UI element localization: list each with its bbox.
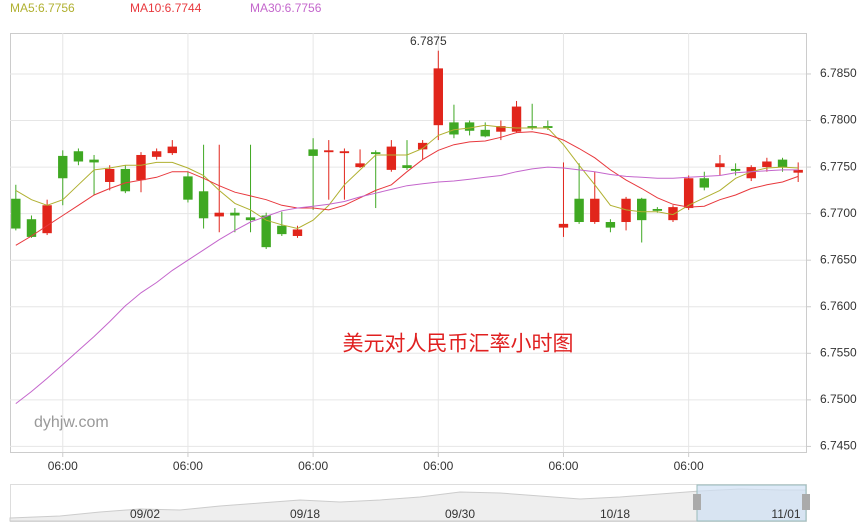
candle-body (371, 152, 381, 155)
candle-body (730, 168, 741, 171)
candle-body (449, 122, 459, 135)
candle-body (355, 163, 365, 168)
legend-entry: MA10:6.7744 (130, 1, 202, 15)
candle-body (511, 106, 522, 132)
candle-body (89, 159, 99, 163)
candle-body (198, 191, 209, 219)
candle-body (496, 126, 506, 132)
candle-body (637, 198, 647, 221)
y-tick-label: 6.7650 (820, 252, 857, 266)
candle-body (167, 146, 177, 154)
candle-body (73, 151, 84, 162)
legend-entry: MA5:6.7756 (10, 1, 75, 15)
navigator-label: 09/30 (445, 507, 475, 521)
candle-body (183, 176, 193, 200)
candle-body (245, 217, 256, 221)
candle-body (402, 165, 412, 169)
site-watermark: dyhjw.com (34, 414, 109, 431)
candle-body (214, 212, 224, 217)
candle-body (417, 142, 428, 150)
y-tick-label: 6.7700 (820, 206, 857, 220)
candle-body (683, 178, 694, 209)
ma-line (15, 124, 799, 230)
navigator-label: 09/02 (130, 507, 160, 521)
x-tick-label: 06:00 (173, 459, 203, 473)
ma-line (15, 131, 799, 246)
candle-body (543, 126, 553, 128)
candle-body (151, 151, 162, 157)
candle-body (668, 207, 678, 221)
navigator-selection[interactable] (696, 484, 807, 522)
x-tick-label: 06:00 (674, 459, 704, 473)
candle-body (308, 149, 318, 156)
watermark: 美元对人民币汇率小时图 (343, 333, 574, 356)
y-tick-label: 6.7800 (820, 113, 857, 127)
y-tick-label: 6.7750 (820, 159, 857, 173)
candle-body (261, 215, 271, 248)
plot-frame (10, 33, 807, 453)
candle-body (793, 169, 803, 173)
navigator[interactable] (9, 484, 810, 522)
navigator-handle[interactable] (802, 494, 810, 510)
navigator-label: 09/18 (290, 507, 320, 521)
candle-body (105, 168, 115, 182)
x-tick-label: 06:00 (423, 459, 453, 473)
candle-body (324, 150, 334, 153)
legend-entry: MA30:6.7756 (250, 1, 322, 15)
candle-body (605, 222, 616, 228)
x-tick-label: 06:00 (48, 459, 78, 473)
candle-body (464, 122, 475, 131)
y-tick-label: 6.7500 (820, 392, 857, 406)
candle-body (230, 212, 240, 216)
y-tick-label: 6.7850 (820, 66, 857, 80)
navigator-handle[interactable] (693, 494, 701, 510)
candle-body (777, 159, 788, 168)
candle-body (699, 178, 709, 188)
ma-line (15, 166, 799, 404)
y-tick-label: 6.7550 (820, 345, 857, 359)
candle-body (527, 126, 537, 128)
candle-body (58, 155, 68, 179)
candle-body (574, 198, 584, 223)
candle-body (762, 161, 772, 168)
x-tick-label: 06:00 (548, 459, 578, 473)
candle-body (433, 68, 443, 126)
candle-body (42, 205, 52, 234)
candle-body (652, 208, 663, 211)
y-tick-label: 6.7600 (820, 299, 857, 313)
candle-body (590, 198, 600, 223)
candle-body (26, 219, 37, 237)
candle-body (292, 229, 303, 236)
plot-layer: 6.7450 6.7500 6.7550 6.7600 6.7650 6.7700 6.77… (10, 1, 857, 473)
max-label: 6.7875 (410, 34, 447, 48)
y-tick-label: 6.7450 (820, 439, 857, 453)
candle-body (11, 198, 21, 229)
candle-body (136, 154, 146, 181)
candle-body (277, 225, 287, 235)
navigator-label: 10/18 (600, 507, 630, 521)
candle-body (715, 163, 725, 168)
candle-body (386, 146, 397, 170)
navigator-label: 11/01 (771, 507, 800, 521)
candle-body (480, 129, 490, 137)
candle-body (558, 223, 569, 228)
candle-body (746, 167, 756, 179)
candle-body (120, 168, 131, 192)
candle-body (339, 151, 350, 154)
x-tick-label: 06:00 (298, 459, 328, 473)
